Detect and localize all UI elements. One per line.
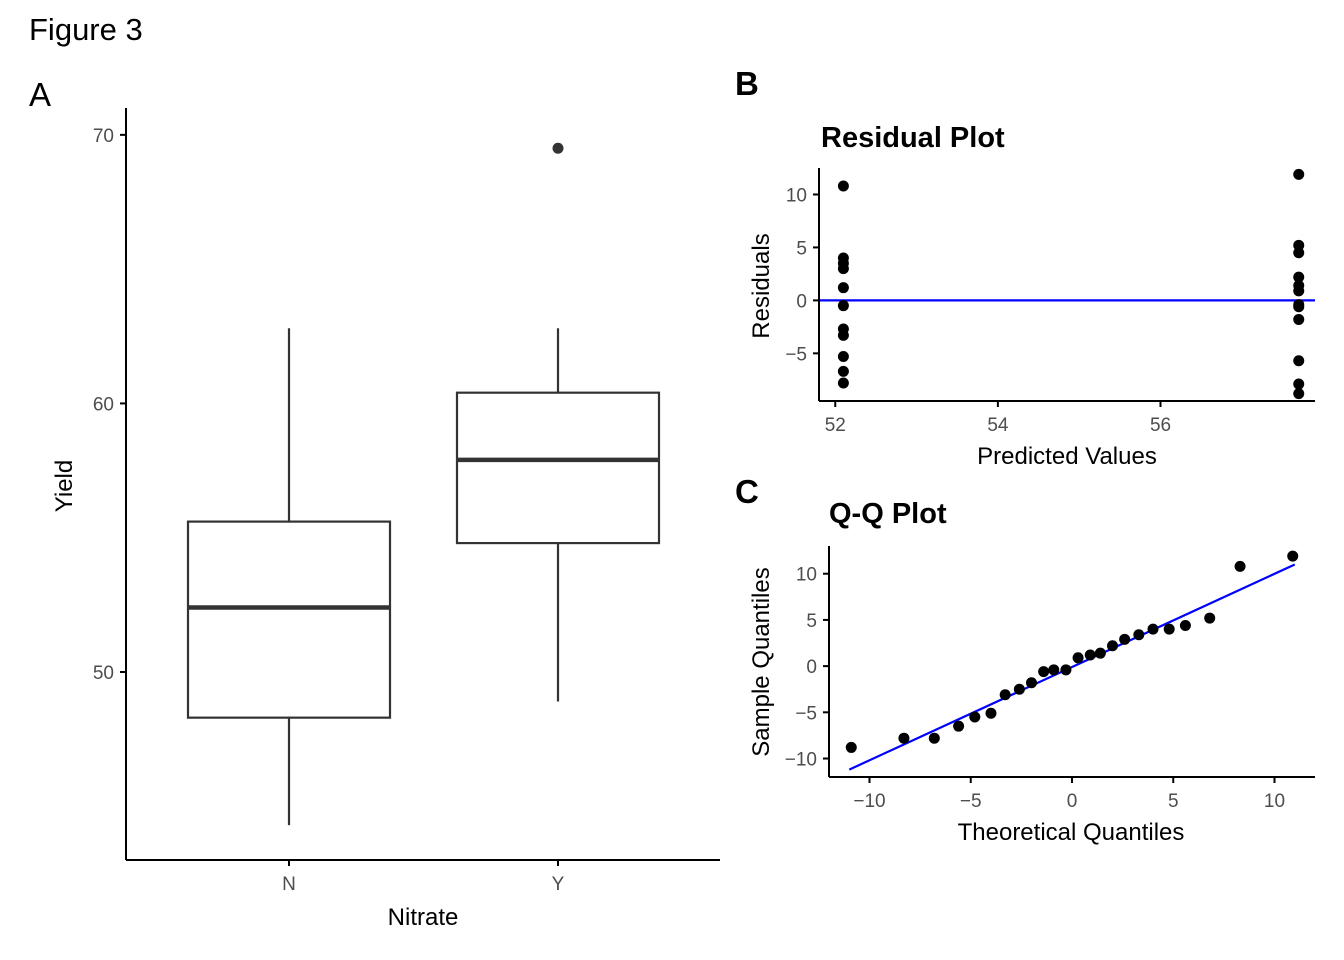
- x-tick-label: 5: [1168, 791, 1179, 812]
- box-Y: [455, 391, 661, 545]
- qq-reference-line: [848, 563, 1296, 771]
- x-tick-label: N: [282, 874, 296, 895]
- data-point: [1013, 683, 1025, 695]
- panel-b-letter: B: [735, 65, 759, 102]
- data-point: [1072, 652, 1084, 664]
- data-point: [1133, 629, 1145, 641]
- y-tick-label: 70: [93, 126, 114, 147]
- data-point: [837, 180, 849, 192]
- panel-c-marks: [845, 550, 1299, 771]
- data-point: [1293, 378, 1305, 390]
- panel-b-x-axis-label: Predicted Values: [977, 443, 1157, 470]
- data-point: [845, 741, 857, 753]
- data-point: [1179, 619, 1191, 631]
- data-point: [1293, 301, 1305, 313]
- panel-b-y-axis-label: Residuals: [748, 233, 775, 338]
- data-point: [837, 329, 849, 341]
- panel-a-marks: [186, 142, 661, 826]
- x-tick-label: 52: [825, 415, 846, 436]
- y-tick-label: 10: [796, 565, 817, 586]
- y-tick-label: 5: [806, 611, 817, 632]
- data-point: [837, 351, 849, 363]
- y-tick-label: 0: [796, 291, 807, 312]
- y-tick-label: −10: [785, 750, 817, 771]
- data-point: [1234, 560, 1246, 572]
- data-point: [1293, 313, 1305, 325]
- panel-c-x-axis-label: Theoretical Quantiles: [958, 819, 1185, 846]
- data-point: [1026, 677, 1037, 689]
- panel-b-title: Residual Plot: [821, 122, 1005, 154]
- data-point: [837, 263, 849, 275]
- panel-a-letter: A: [29, 76, 51, 113]
- data-point: [928, 732, 940, 744]
- data-point: [985, 707, 997, 719]
- x-tick-label: 0: [1067, 791, 1078, 812]
- data-point: [1293, 388, 1305, 400]
- y-tick-label: 0: [806, 657, 817, 678]
- data-point: [837, 365, 849, 377]
- data-point: [1204, 612, 1216, 624]
- data-point: [1038, 666, 1050, 678]
- panel-c-qq-plot: C Q-Q Plot −10 −5 0 5 10 −10 −5 0 5 10 Theoretica…: [735, 473, 1315, 846]
- data-point: [837, 300, 849, 312]
- data-point: [1163, 623, 1175, 635]
- data-point: [1293, 285, 1305, 297]
- x-tick-label: 10: [1264, 791, 1285, 812]
- data-point: [1107, 640, 1118, 652]
- panel-b-marks: [819, 168, 1315, 400]
- data-point: [1293, 247, 1305, 259]
- y-tick-label: 10: [786, 185, 807, 206]
- data-point: [1084, 649, 1096, 661]
- data-point: [1119, 633, 1131, 645]
- y-tick-label: −5: [785, 344, 807, 365]
- data-point: [1094, 647, 1106, 659]
- y-tick-label: 5: [796, 238, 807, 259]
- y-tick-label: −5: [795, 703, 817, 724]
- panel-c-letter: C: [735, 473, 759, 510]
- x-tick-label: 54: [987, 415, 1009, 436]
- x-tick-label: Y: [552, 874, 565, 895]
- data-point: [1293, 168, 1305, 180]
- panel-c-y-axis-label: Sample Quantiles: [748, 567, 775, 756]
- panel-b-axes: −5 0 5 10 52 54 56: [785, 168, 1315, 436]
- data-point: [1147, 623, 1159, 635]
- x-tick-label: −5: [960, 791, 982, 812]
- panel-a-axes: 50 60 70 N Y: [93, 108, 720, 895]
- data-point: [953, 720, 965, 732]
- data-point: [999, 689, 1011, 701]
- panel-a-y-axis-label: Yield: [51, 460, 78, 512]
- data-point: [898, 732, 910, 744]
- panel-a-boxplot: A 50 60 70 N Y Nitrate Yield: [29, 76, 720, 931]
- y-tick-label: 50: [93, 663, 114, 684]
- data-point: [837, 282, 849, 294]
- y-tick-label: 60: [93, 394, 114, 415]
- panel-a-x-axis-label: Nitrate: [388, 904, 459, 931]
- data-point: [1287, 550, 1299, 562]
- panel-b-residual-plot: B Residual Plot −5 0 5 10 52 54 56 Predicted V…: [735, 65, 1315, 470]
- data-point: [1060, 664, 1072, 676]
- outlier-point-Y: [552, 142, 564, 154]
- panel-c-axes: −10 −5 0 5 10 −10 −5 0 5 10: [785, 546, 1315, 812]
- data-point: [1048, 664, 1060, 676]
- data-point: [837, 377, 849, 389]
- x-tick-label: 56: [1150, 415, 1171, 436]
- data-point: [969, 711, 981, 723]
- data-point: [1293, 271, 1305, 283]
- panel-c-title: Q-Q Plot: [829, 498, 947, 530]
- data-point: [1293, 355, 1305, 367]
- figure-title: Figure 3: [29, 12, 143, 47]
- box-N: [186, 520, 392, 719]
- x-tick-label: −10: [853, 791, 885, 812]
